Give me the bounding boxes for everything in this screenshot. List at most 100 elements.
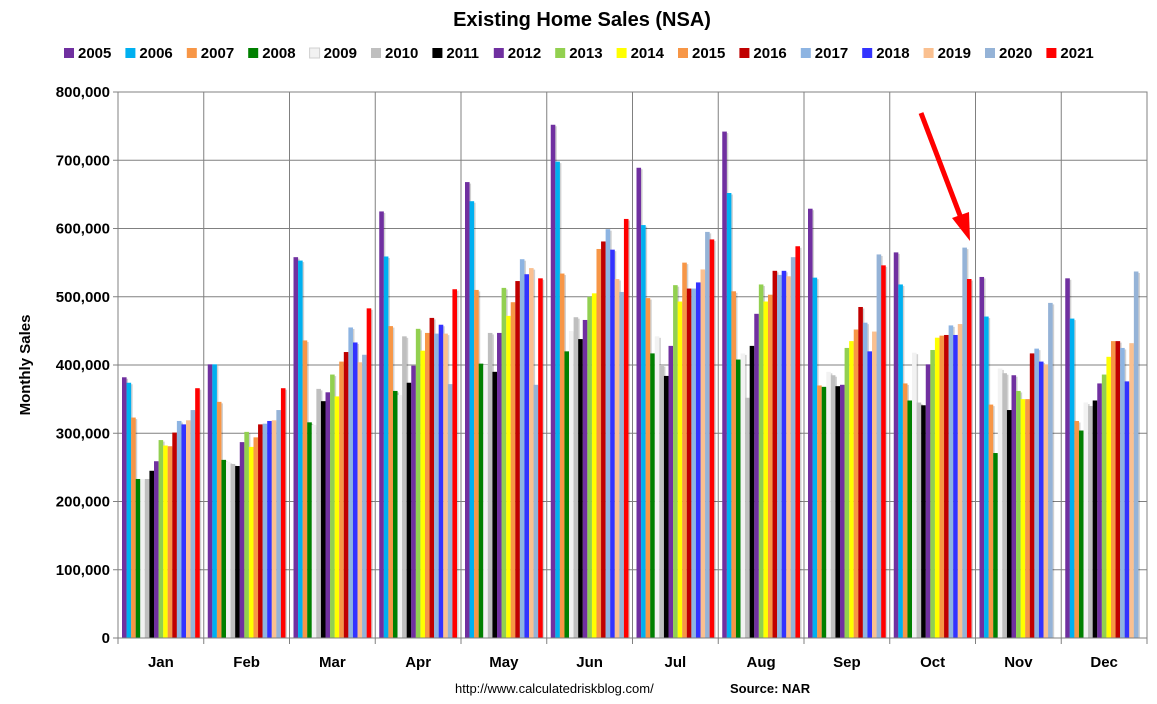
bar-2020-aug (790, 257, 796, 638)
bar-2019-jun (614, 279, 620, 638)
bar-2013-jul (673, 285, 678, 638)
bar-2017-nov (1034, 348, 1039, 638)
bar-2010-sep (830, 375, 836, 638)
legend: 2005 2006 2007 2008 2009 2010 2011 2012 2013 2014… (64, 45, 1094, 62)
legend-swatch-2015 (678, 48, 688, 58)
bar-2010-jul (659, 365, 664, 638)
bar-2015-dec (1110, 341, 1116, 638)
arrow-head (952, 212, 970, 241)
legend-swatch-2017 (800, 48, 811, 58)
bar-2009-apr (397, 395, 403, 638)
bar-2013-jan (158, 440, 164, 638)
bar-2012-may (497, 332, 502, 638)
y-tick-label: 400,000 (56, 357, 110, 374)
bar-2020-may (533, 384, 539, 638)
bar-2005-oct (893, 252, 899, 638)
bar-2020-sep (876, 254, 882, 638)
bar-2014-apr (420, 350, 425, 638)
bar-2014-mar (334, 396, 340, 638)
bar-2006-oct (898, 284, 903, 638)
bar-2008-dec (1078, 430, 1084, 638)
bar-2014-dec (1106, 356, 1111, 638)
bar-2008-may (478, 363, 484, 638)
legend-swatch-2021 (1046, 48, 1057, 58)
x-tick-label: Jan (148, 654, 174, 671)
bar-2012-mar (325, 392, 331, 638)
legend-swatch-2006 (125, 48, 136, 58)
bar-2020-dec (1133, 271, 1139, 638)
bar-2006-jan (126, 382, 132, 638)
bar-2020-jan (190, 410, 196, 638)
bar-2014-feb (248, 446, 254, 638)
bar-2014-nov (1020, 399, 1026, 638)
bar-2019-feb (271, 420, 277, 638)
bar-2021-mar (366, 308, 372, 638)
bar-2005-apr (379, 211, 384, 638)
bar-2016-nov (1029, 353, 1035, 638)
bar-2021-feb (280, 388, 286, 638)
bar-2006-may (469, 201, 475, 638)
bar-2015-may (510, 302, 516, 638)
footer-source: Source: NAR (730, 681, 811, 696)
x-tick-label: Oct (920, 654, 945, 671)
x-tick-label: Dec (1090, 654, 1118, 671)
bar-2018-oct (953, 334, 958, 638)
bar-2019-may (529, 268, 534, 638)
bar-2013-mar (330, 374, 335, 638)
bar-2020-jul (705, 231, 710, 638)
y-tick-label: 100,000 (56, 562, 110, 579)
bar-2006-nov (984, 316, 989, 638)
bar-2011-aug (749, 345, 755, 638)
bar-2019-mar (357, 362, 363, 638)
bar-2010-dec (1088, 405, 1093, 638)
bar-2015-feb (253, 437, 259, 638)
bar-2010-may (487, 332, 493, 638)
legend-label-2013: 2013 (569, 45, 602, 62)
bar-2016-mar (343, 352, 349, 638)
legend-label-2016: 2016 (753, 45, 786, 62)
bar-2019-sep (872, 331, 877, 638)
bar-2010-mar (316, 388, 321, 638)
bar-2007-jun (559, 273, 565, 638)
bar-2012-jun (582, 319, 588, 638)
bar-2021-jul (709, 239, 715, 639)
bar-2020-nov (1048, 302, 1053, 638)
bar-2012-sep (840, 384, 845, 638)
bar-2009-aug (740, 353, 746, 638)
annotation-arrow (918, 112, 970, 241)
footer-url: http://www.calculatedriskblog.com/ (455, 681, 654, 696)
bar-2018-mar (352, 342, 358, 638)
bar-2016-sep (858, 306, 863, 638)
bar-2014-jul (677, 301, 683, 638)
bar-2005-aug (722, 131, 727, 638)
bar-2006-jul (641, 225, 646, 638)
bar-2016-feb (258, 424, 263, 638)
arrow-shaft (918, 112, 964, 219)
bar-2006-feb (212, 364, 217, 638)
bar-2011-mar (320, 401, 326, 638)
bar-2011-jul (663, 375, 669, 638)
legend-label-2007: 2007 (201, 45, 234, 62)
y-tick-label: 0 (102, 630, 110, 647)
legend-swatch-2008 (248, 48, 259, 58)
bar-2008-apr (392, 390, 398, 638)
bar-2007-sep (817, 385, 822, 638)
bar-2007-nov (988, 404, 994, 638)
bar-2013-jun (587, 296, 592, 638)
legend-label-2008: 2008 (262, 45, 295, 62)
bar-2006-dec (1069, 318, 1075, 638)
y-tick-label: 200,000 (56, 494, 110, 511)
legend-label-2012: 2012 (508, 45, 541, 62)
bar-2019-dec (1129, 343, 1134, 638)
bar-2011-apr (406, 382, 412, 638)
bar-2005-dec (1065, 278, 1070, 638)
x-tick-label: Mar (319, 654, 346, 671)
bar-2008-sep (821, 386, 827, 638)
legend-swatch-2007 (186, 48, 197, 58)
bar-2019-oct (957, 324, 963, 638)
legend-swatch-2014 (616, 48, 627, 58)
x-tick-label: Sep (833, 654, 861, 671)
bar-2016-jul (686, 288, 692, 638)
bar-2017-may (519, 259, 525, 638)
legend-swatch-2013 (555, 48, 566, 58)
